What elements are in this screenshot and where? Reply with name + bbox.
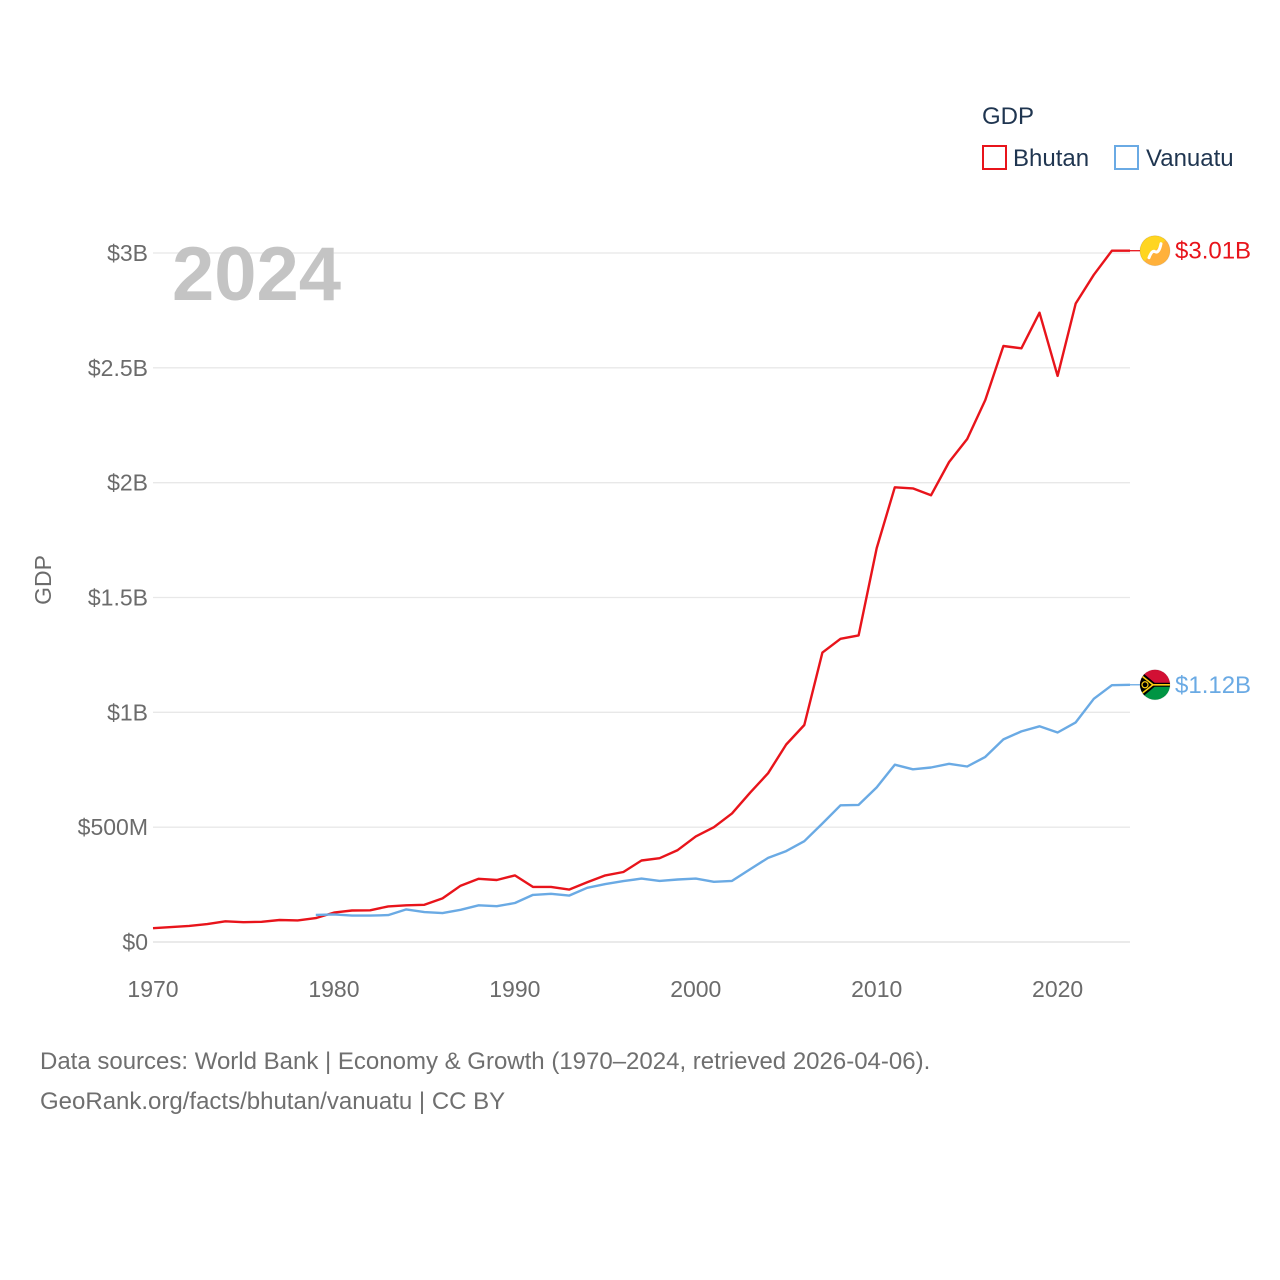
series-line-bhutan[interactable] [152,249,1130,930]
y-tick-label: $2.5B [88,355,148,381]
x-tick-label: 2000 [670,976,721,1002]
series-lines [152,249,1131,930]
current-year-label: 2024 [172,232,341,317]
gdp-chart: $0 $500M $1B $1.5B $2B $2.5B $3B 1970 1980 1990 2… [30,103,1251,1002]
vanuatu-flag-icon [1139,669,1171,701]
y-tick-label: $2B [107,470,148,496]
legend-item-vanuatu[interactable]: Vanuatu [1114,145,1234,172]
x-tick-label: 1990 [489,976,540,1002]
series-line-vanuatu[interactable] [315,683,1131,917]
x-tick-label: 1970 [127,976,178,1002]
y-tick-label: $3B [107,240,148,266]
x-tick-label: 1980 [308,976,359,1002]
legend-label-vanuatu: Vanuatu [1146,145,1234,172]
y-tick-label: $0 [122,929,148,955]
series-end-markers: $3.01B $1.12B [1130,235,1251,701]
end-value-label-vanuatu: $1.12B [1175,672,1251,699]
legend-title: GDP [982,103,1034,130]
legend-item-bhutan[interactable]: Bhutan [982,145,1089,172]
legend: GDP Bhutan Vanuatu [982,103,1234,172]
x-tick-label: 2020 [1032,976,1083,1002]
y-tick-label: $1B [107,699,148,725]
x-axis: 1970 1980 1990 2000 2010 2020 [127,976,1083,1002]
y-axis: $0 $500M $1B $1.5B $2B $2.5B $3B [78,240,148,955]
legend-swatch-bhutan [982,145,1007,170]
y-axis-title: GDP [30,555,56,605]
source-line: Data sources: World Bank | Economy & Gro… [40,1048,931,1075]
end-value-label-bhutan: $3.01B [1175,238,1251,265]
data-source-note: Data sources: World Bank | Economy & Gro… [40,1042,930,1122]
bhutan-flag-icon [1139,235,1171,267]
grid-lines [153,252,1130,943]
y-tick-label: $1.5B [88,585,148,611]
legend-label-bhutan: Bhutan [1013,145,1089,172]
x-tick-label: 2010 [851,976,902,1002]
y-tick-label: $500M [78,814,148,840]
attribution-line[interactable]: GeoRank.org/facts/bhutan/vanuatu | CC BY [40,1088,506,1115]
legend-swatch-vanuatu [1114,145,1139,170]
